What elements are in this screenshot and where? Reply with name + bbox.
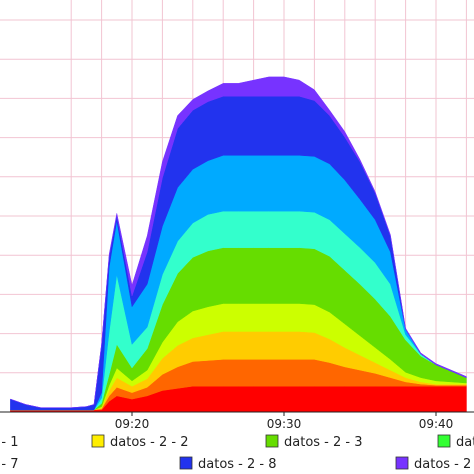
legend: datos - 2 - 1 datos - 2 - 2 datos - 2 - 3 d…	[0, 434, 474, 472]
legend-label: datos - 2 - 8	[198, 457, 277, 472]
legend-swatch	[179, 456, 193, 470]
legend-swatch	[91, 434, 105, 448]
legend-label: datos - 2 - 2	[110, 435, 189, 450]
x-tick-label: 09:30	[267, 417, 302, 431]
area-series-9	[10, 76, 467, 408]
legend-label: datos - 2 - 7	[0, 457, 19, 472]
legend-swatch	[395, 456, 409, 470]
legend-label: datos - 2 - 4	[456, 435, 474, 450]
x-tick-label: 09:20	[115, 417, 150, 431]
x-tick-labels: 09:20 09:30 09:40	[115, 412, 454, 431]
legend-label: datos - 2 - 3	[284, 435, 363, 450]
legend-swatch	[265, 434, 279, 448]
x-tick-label: 09:40	[419, 417, 454, 431]
legend-label: datos - 2 - 1	[0, 435, 19, 450]
legend-label: datos - 2 - 9	[414, 457, 474, 472]
legend-swatch	[437, 434, 451, 448]
series-areas	[10, 76, 467, 413]
